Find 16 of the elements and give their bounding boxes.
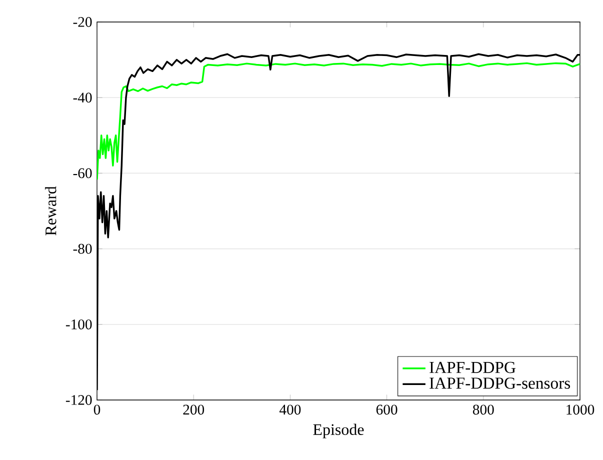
x-tick-label: 600 bbox=[376, 404, 398, 415]
x-tick-label: 1000 bbox=[566, 404, 594, 415]
x-tick-label: 200 bbox=[183, 404, 204, 415]
x-tick-label: 0 bbox=[94, 404, 100, 415]
legend-label: IAPF-DDPG bbox=[430, 362, 516, 374]
y-tick-label: -100 bbox=[66, 319, 92, 330]
x-axis-title: Episode bbox=[313, 424, 364, 438]
y-tick-label: -60 bbox=[73, 168, 92, 178]
y-axis-title: Reward bbox=[45, 186, 56, 236]
x-tick-label: 400 bbox=[279, 404, 301, 415]
y-tick-label: -120 bbox=[66, 395, 92, 405]
legend-label: IAPF-DDPG-sensors bbox=[430, 378, 570, 389]
y-tick-label: -80 bbox=[73, 244, 92, 254]
x-tick-label: 800 bbox=[472, 404, 494, 415]
y-tick-label: -40 bbox=[73, 92, 92, 103]
y-tick-label: -20 bbox=[73, 17, 92, 27]
